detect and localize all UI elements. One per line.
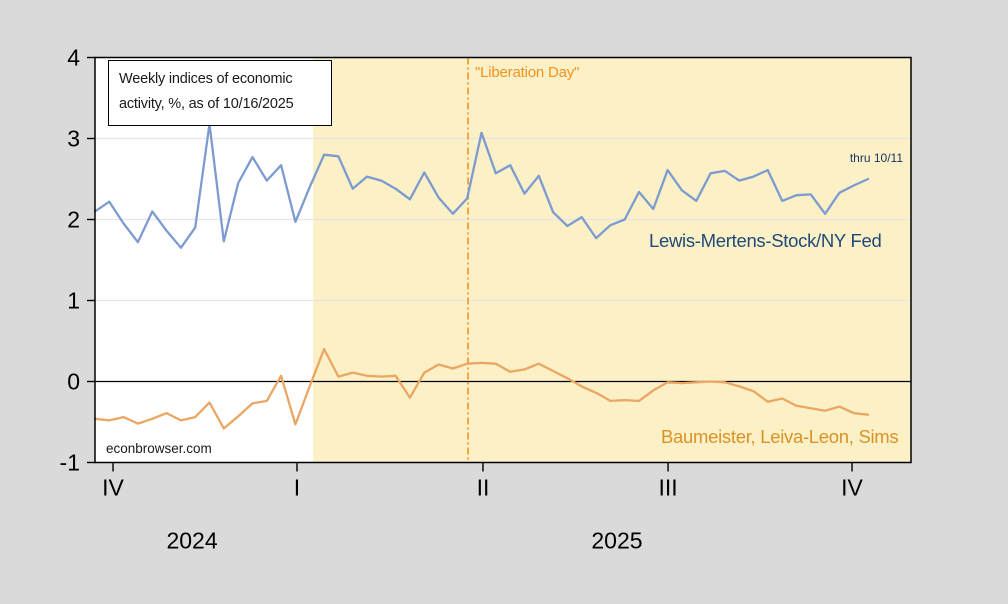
y-tick-label: -1 xyxy=(60,450,80,476)
watermark-econbrowser: econbrowser.com xyxy=(106,441,212,456)
series-line-0 xyxy=(93,122,870,249)
x-tick-label: III xyxy=(658,475,677,501)
chart-title-line-2: activity, %, as of 10/16/2025 xyxy=(119,96,294,112)
y-tick-label: 1 xyxy=(67,288,80,314)
series-line-1 xyxy=(93,347,870,430)
series-label-lewis-mertens-stock: Lewis-Mertens-Stock/NY Fed xyxy=(649,230,882,251)
y-tick-label: 0 xyxy=(67,369,80,395)
thru-date-label: thru 10/11 xyxy=(849,151,903,165)
y-tick-label: 2 xyxy=(67,207,80,233)
x-tick-label: II xyxy=(477,475,490,501)
y-tick-label: 4 xyxy=(67,45,80,71)
liberation-day-label: "Liberation Day" xyxy=(475,64,580,81)
chart-title-line-1: Weekly indices of economic xyxy=(119,71,293,87)
series-label-baumeister-leiva-leon-sims: Baumeister, Leiva-Leon, Sims xyxy=(661,426,899,447)
x-tick-label: IV xyxy=(841,475,863,501)
chart-title-box: Weekly indices of economic activity, %, … xyxy=(108,60,332,126)
x-tick-label: IV xyxy=(102,475,124,501)
plot-border xyxy=(94,56,912,464)
y-tick-label: 3 xyxy=(67,126,80,152)
year-label: 2024 xyxy=(166,528,217,554)
x-tick-label: I xyxy=(294,475,300,501)
year-label: 2025 xyxy=(591,528,642,554)
